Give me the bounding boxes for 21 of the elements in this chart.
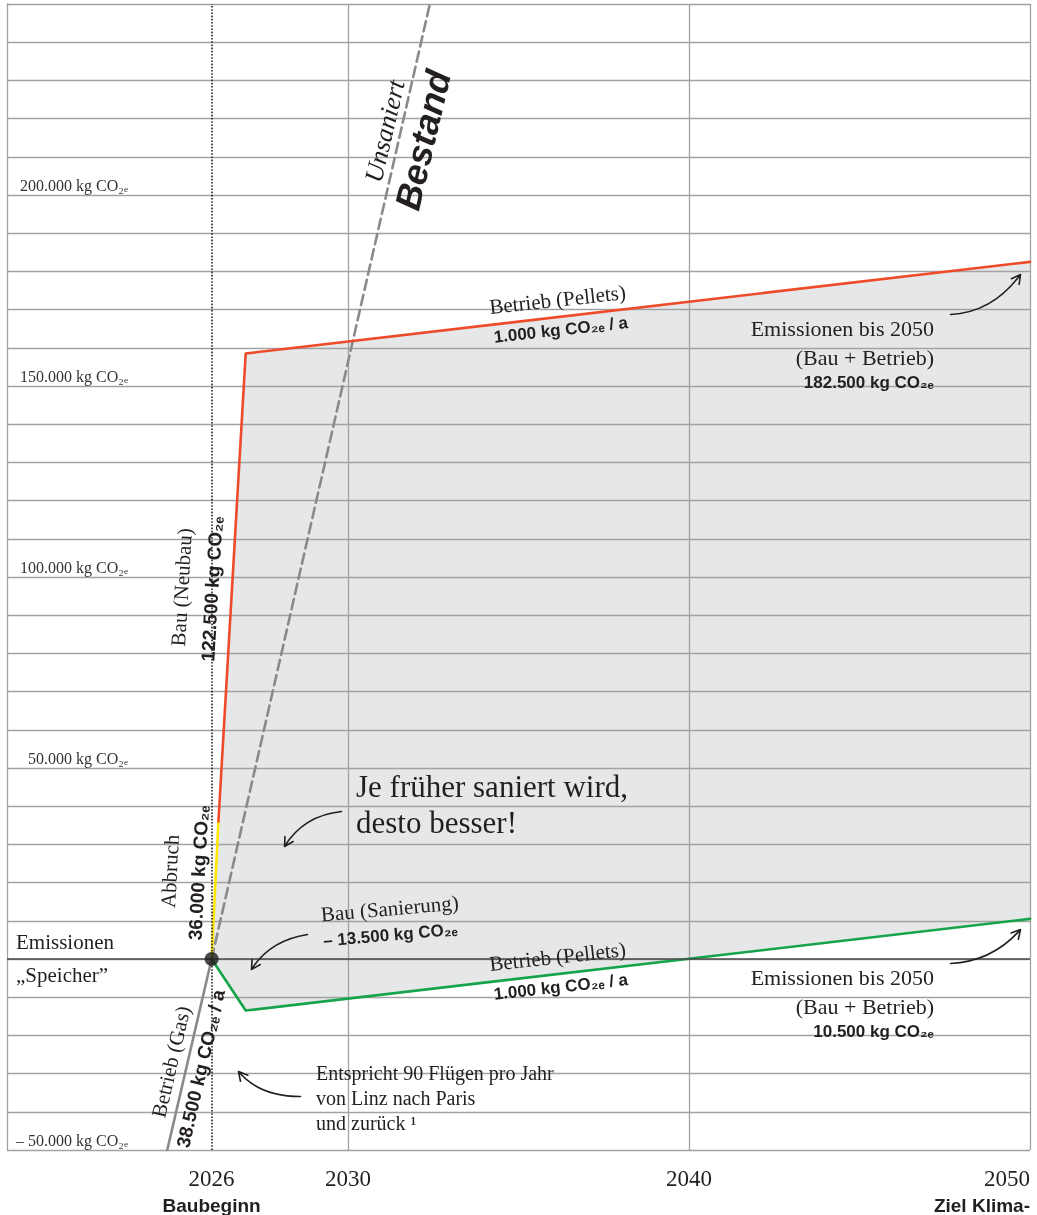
annotation: Betrieb (Pellets) 1.000 kg CO₂ₑ / a xyxy=(487,936,631,1007)
x-tick-label: 2040 xyxy=(666,1165,712,1191)
annotation: Entspricht 90 Flügen pro Jahr von Linz nach Paris und zurück ¹ xyxy=(316,1060,554,1136)
annotation: Betrieb (Pellets) 1.000 kg CO₂ₑ / a xyxy=(487,279,631,350)
annotation: Emissionen bis 2050 (Bau + Betrieb) 182.500 kg CO₂ₑ xyxy=(750,315,934,394)
annotation: Emissionen bis 2050 (Bau + Betrieb) 10.500 kg CO₂ₑ xyxy=(750,964,934,1043)
y-tick-label: – 50.000 kg CO₂ₑ xyxy=(15,1131,128,1150)
y-tick-label: 50.000 kg CO₂ₑ xyxy=(28,749,128,768)
y-tick-label: 150.000 kg CO₂ₑ xyxy=(20,367,128,386)
y-tick-label: 200.000 kg CO₂ₑ xyxy=(20,176,128,195)
annotation: Betrieb (Gas) 38.500 kg CO₂ₑ / a xyxy=(145,986,231,1151)
annotation: Abbruch 36.000 kg CO₂ₑ xyxy=(155,804,214,942)
annotation: Bau (Neubau) 122.500 kg CO₂ₑ xyxy=(165,514,228,662)
x-tick-label: 2030 xyxy=(325,1165,371,1191)
annotation: Unsaniert Bestand xyxy=(358,65,461,215)
y-tick-label: 100.000 kg CO₂ₑ xyxy=(20,558,128,577)
annotation: Je früher saniert wird, desto besser! xyxy=(356,769,629,841)
ref-line-label: Emissionen „Speicher” xyxy=(16,929,114,989)
x-tick-label: 2050 Ziel Klima- xyxy=(933,1165,1030,1215)
annotation: Bau (Sanierung) – 13.500 kg CO₂ₑ xyxy=(319,889,461,953)
x-tick-label: 2026 Baubeginn xyxy=(162,1165,261,1215)
